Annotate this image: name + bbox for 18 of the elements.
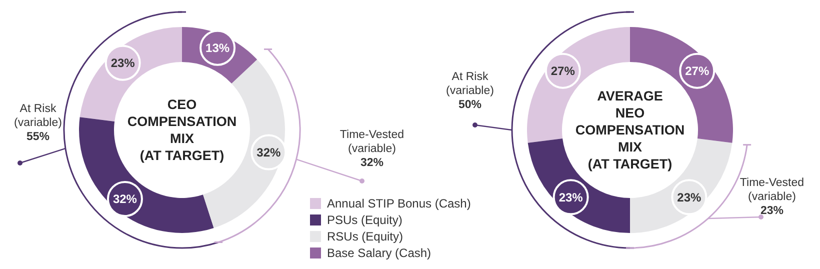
text: AVERAGE NEO COMPENSATION MIX (AT TARGET) [575,88,685,172]
legend-label: Annual STIP Bonus (Cash) [327,196,471,211]
text: At Risk (variable) 50% [446,71,494,111]
data-label: 27% [685,64,710,78]
legend-label: RSUs (Equity) [327,230,404,244]
text: Time-Vested (variable) 23% [740,177,804,217]
data-label: 32% [256,145,282,160]
data-label: 13% [206,41,230,56]
data-label: 32% [112,192,138,206]
text: Time-Vested (variable) 32% [340,129,404,169]
legend-label: Base Salary (Cash) [327,246,432,260]
data-label: 27% [550,64,576,78]
text: At Risk (variable) 55% [14,103,62,143]
data-label: 23% [677,190,702,204]
data-label: 23% [110,56,136,70]
data-label: 23% [558,190,584,204]
text: CEO COMPENSATION MIX (AT TARGET) [127,97,237,164]
legend-label: PSUs (Equity) [327,213,402,228]
